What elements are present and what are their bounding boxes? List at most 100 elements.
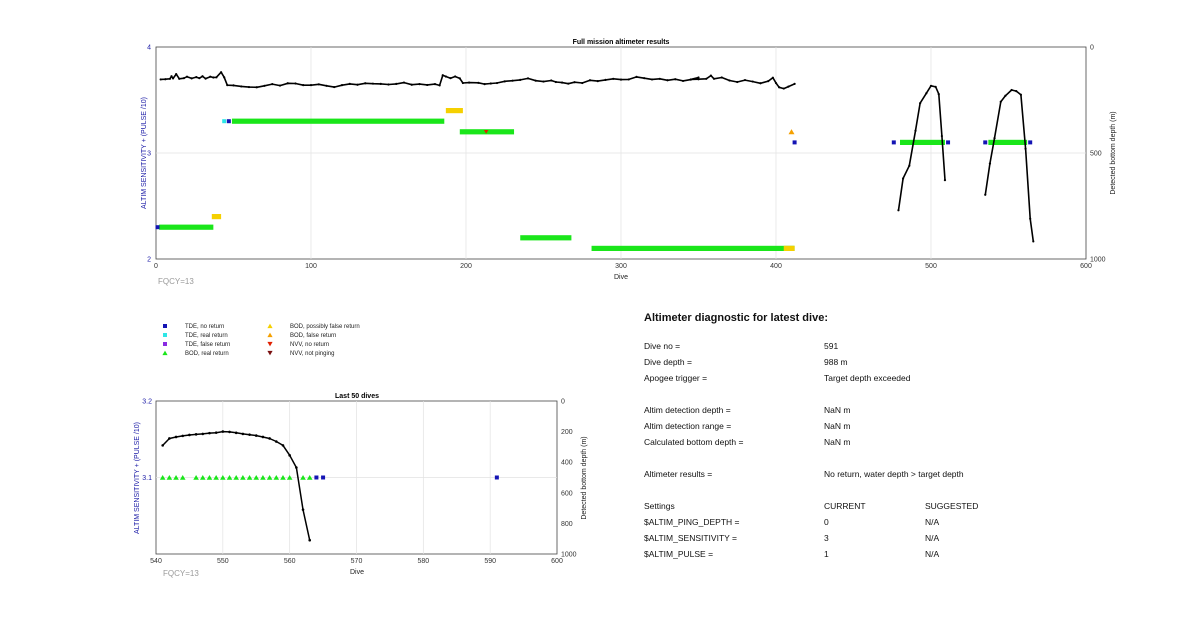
bottom-x-tick-label: 590 — [484, 558, 496, 565]
ping-depth-label: $ALTIM_PING_DEPTH = — [644, 517, 740, 527]
legend-label: TDE, no return — [185, 324, 224, 330]
bottom-depth-point — [934, 85, 937, 88]
bottom-depth-point — [919, 102, 922, 105]
bod-real-return-marker — [193, 474, 199, 480]
bottom-depth-point — [286, 82, 289, 85]
altimeter-results-row: Altimeter results = No return, water dep… — [644, 469, 1084, 485]
sensitivity-row: $ALTIM_SENSITIVITY = 3 N/A — [644, 533, 1084, 549]
top-chart-title: Full mission altimeter results — [573, 39, 670, 46]
bottom-depth-point — [1019, 93, 1023, 96]
bottom-depth-point — [897, 209, 900, 212]
legend-marker — [267, 350, 273, 356]
bod-real-return-marker — [166, 474, 173, 480]
legend-label: BOD, real return — [185, 351, 229, 357]
bottom-depth-point — [254, 434, 258, 437]
bottom-depth-point — [461, 81, 464, 85]
bod-real-return-marker — [173, 474, 179, 480]
bottom-depth-point — [782, 87, 785, 90]
bottom-depth-point — [201, 75, 204, 78]
tde-no-return-marker — [946, 140, 951, 145]
bottom-depth-point — [255, 86, 258, 89]
top-x-tick-label: 100 — [305, 263, 317, 270]
sensitivity-suggested: N/A — [925, 533, 940, 543]
bottom-y2-ticks: 0 200 400 600 800 1000 — [561, 399, 577, 559]
top-y2-tick-label: 1000 — [1090, 257, 1106, 264]
altim-detection-depth-label: Altim detection depth = — [644, 405, 731, 415]
bottom-depth-point — [787, 85, 790, 88]
bottom-chart-title: Last 50 dives — [335, 393, 379, 400]
bottom-depth-point — [308, 538, 312, 542]
bottom-y-tick-label: 3.2 — [142, 399, 152, 406]
tde-no-return-marker — [155, 225, 160, 230]
dive-depth-row: Dive depth = 988 m — [644, 357, 1084, 373]
bottom-y2-tick-label: 1000 — [561, 552, 577, 559]
bottom-depth-point — [215, 76, 218, 79]
bottom-depth-point — [712, 77, 716, 80]
bottom-depth-point — [1029, 217, 1032, 220]
bottom-depth-point — [720, 76, 723, 79]
top-y-label: ALTIM SENSITIVITY + (PULSE /10) — [141, 97, 148, 209]
legend-marker — [162, 350, 168, 356]
bottom-depth-point — [940, 134, 943, 138]
bottom-depth-point — [161, 444, 164, 447]
pulse-row: $ALTIM_PULSE = 1 N/A — [644, 549, 1084, 565]
calculated-bottom-depth-label: Calculated bottom depth = — [644, 437, 744, 447]
bod-real-return-marker — [260, 474, 266, 480]
diagnostic-panel: Altimeter diagnostic for latest dive: Di… — [644, 312, 1084, 565]
apogee-trigger-row: Apogee trigger = Target depth exceeded — [644, 373, 1084, 389]
top-marks — [155, 71, 1035, 251]
diagnostic-heading: Altimeter diagnostic for latest dive: — [644, 312, 828, 324]
bottom-depth-point — [542, 80, 545, 83]
bottom-depth-point — [185, 75, 189, 78]
current-header: CURRENT — [824, 501, 866, 511]
bottom-depth-point — [198, 77, 201, 80]
altim-detection-range-label: Altim detection range = — [644, 421, 732, 431]
bottom-depth-point — [1004, 94, 1007, 97]
bottom-depth-point — [588, 79, 592, 82]
bottom-depth-point — [709, 74, 713, 77]
bottom-depth-point — [241, 432, 245, 436]
bottom-depth-point — [234, 431, 238, 435]
bottom-depth-point — [220, 71, 223, 74]
bottom-depth-point — [778, 86, 781, 89]
bottom-depth-point — [511, 79, 514, 82]
bottom-depth-point — [441, 74, 444, 77]
bottom-depth-point — [221, 430, 225, 433]
bottom-depth-point — [468, 81, 471, 84]
bod-real-return-marker — [300, 474, 306, 480]
legend-marker — [163, 342, 167, 346]
bottom-depth-point — [767, 80, 770, 83]
bottom-depth-point — [643, 77, 646, 80]
tde-real-return-marker — [222, 119, 227, 124]
bottom-depth-point — [204, 77, 207, 80]
bottom-depth-point — [612, 77, 615, 80]
bod-real-return-marker — [253, 474, 260, 480]
bottom-depth-point — [1010, 88, 1013, 92]
bottom-depth-point — [418, 83, 421, 86]
bottom-depth-point — [159, 78, 162, 81]
nvv-no-return-marker — [483, 130, 489, 134]
bottom-depth-point — [771, 76, 775, 79]
ping-depth-current: 0 — [824, 517, 829, 527]
bottom-depth-point — [181, 434, 185, 438]
bod-real-return-marker — [306, 474, 313, 480]
bottom-depth-point — [268, 437, 271, 440]
bottom-x-tick-label: 570 — [351, 558, 363, 565]
bod-real-return-marker — [220, 474, 226, 480]
bottom-depth-point — [364, 82, 367, 85]
bottom-depth-point — [999, 100, 1002, 103]
bod-real-return-run — [591, 245, 795, 251]
bod-real-return-run — [231, 118, 445, 124]
bottom-depth-point — [596, 80, 599, 83]
bottom-depth-point — [325, 84, 328, 87]
top-x-ticks: 0 100 200 300 400 500 600 — [154, 263, 1092, 270]
bottom-x-tick-label: 560 — [284, 558, 296, 565]
bottom-depth-point — [426, 83, 429, 87]
bottom-depth-point — [294, 82, 297, 85]
settings-label: Settings — [644, 501, 675, 511]
tde-no-return-marker — [1028, 140, 1033, 145]
altim-detection-depth-value: NaN m — [824, 405, 851, 415]
bottom-depth-point — [458, 77, 461, 80]
ping-depth-row: $ALTIM_PING_DEPTH = 0 N/A — [644, 517, 1084, 533]
bottom-depth-point — [743, 78, 747, 82]
